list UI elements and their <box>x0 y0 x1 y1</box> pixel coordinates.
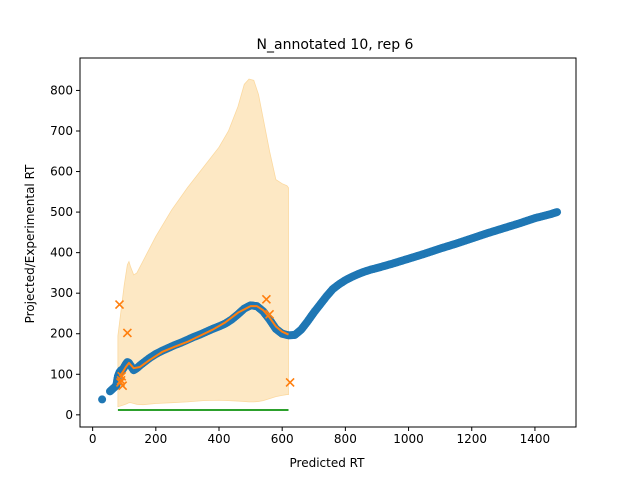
y-tick-label: 800 <box>50 83 73 97</box>
interval-band-layer <box>117 78 289 408</box>
x-tick-label: 0 <box>89 432 97 446</box>
y-axis-label: Projected/Experimental RT <box>23 164 37 323</box>
x-tick-label: 400 <box>208 432 231 446</box>
projection-point <box>98 395 107 404</box>
x-tick-label: 1200 <box>456 432 487 446</box>
annotated-point <box>261 294 271 304</box>
y-tick-label: 700 <box>50 124 73 138</box>
x-axis-label: Predicted RT <box>290 456 366 470</box>
y-tick-label: 400 <box>50 246 73 260</box>
annotated-points-layer <box>114 294 295 391</box>
fit-line <box>118 305 289 377</box>
x-tick-label: 200 <box>144 432 167 446</box>
annotated-point <box>285 377 295 387</box>
y-tick-label: 600 <box>50 165 73 179</box>
x-tick-label: 800 <box>334 432 357 446</box>
y-tick-label: 300 <box>50 286 73 300</box>
y-tick-label: 0 <box>65 408 73 422</box>
annotated-point <box>264 309 275 319</box>
x-tick-label: 1000 <box>393 432 424 446</box>
annotated-point <box>117 371 127 381</box>
fit-line-layer <box>118 305 289 377</box>
axes-layer: 0 200 400 600 800 1000 1200 1400 0 100 200 300 400 50… <box>50 57 577 446</box>
chart-title: N_annotated 10, rep 6 <box>257 37 414 53</box>
y-tick-label: 100 <box>50 367 73 381</box>
x-tick-label: 600 <box>271 432 294 446</box>
projection-point <box>553 208 562 217</box>
annotated-point <box>118 381 128 391</box>
interval-band <box>117 78 289 408</box>
annotated-point <box>122 328 132 338</box>
y-tick-label: 200 <box>50 327 73 341</box>
x-tick-label: 1400 <box>520 432 551 446</box>
annotated-point <box>114 299 125 310</box>
y-tick-label: 500 <box>50 205 73 219</box>
plot-frame <box>79 57 577 428</box>
